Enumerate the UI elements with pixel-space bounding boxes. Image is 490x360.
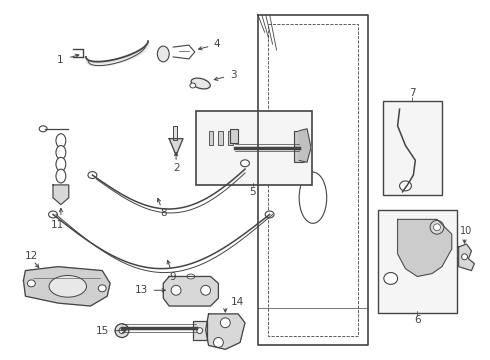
Ellipse shape — [56, 169, 66, 183]
Ellipse shape — [197, 328, 203, 334]
Polygon shape — [163, 276, 219, 306]
Ellipse shape — [56, 134, 66, 148]
Polygon shape — [459, 244, 474, 271]
Ellipse shape — [214, 338, 223, 347]
Text: 9: 9 — [170, 273, 176, 283]
Bar — [383, 101, 442, 195]
Bar — [294, 131, 304, 162]
Polygon shape — [169, 139, 183, 156]
Text: 3: 3 — [230, 69, 237, 80]
Polygon shape — [53, 185, 69, 204]
Ellipse shape — [56, 145, 66, 159]
Bar — [209, 131, 214, 145]
Ellipse shape — [187, 274, 195, 279]
Polygon shape — [299, 129, 311, 162]
Text: 14: 14 — [230, 297, 244, 307]
Text: 11: 11 — [51, 220, 65, 230]
Text: 2: 2 — [173, 163, 179, 173]
Bar — [196, 111, 312, 185]
Ellipse shape — [88, 172, 97, 179]
Ellipse shape — [384, 273, 397, 284]
Ellipse shape — [119, 328, 125, 334]
Ellipse shape — [27, 280, 35, 287]
Ellipse shape — [299, 172, 327, 223]
Ellipse shape — [430, 220, 444, 234]
Polygon shape — [397, 219, 452, 276]
Polygon shape — [24, 267, 110, 306]
Ellipse shape — [220, 318, 230, 328]
Bar — [219, 131, 223, 145]
Ellipse shape — [49, 211, 57, 218]
Polygon shape — [206, 314, 245, 349]
Ellipse shape — [462, 254, 467, 260]
Bar — [193, 321, 207, 341]
Text: 13: 13 — [135, 285, 148, 295]
Ellipse shape — [399, 181, 412, 191]
Bar — [378, 210, 457, 313]
Ellipse shape — [265, 211, 274, 218]
Bar — [173, 126, 177, 140]
Ellipse shape — [157, 46, 169, 62]
Bar — [228, 131, 233, 145]
Text: 6: 6 — [414, 315, 420, 325]
Text: 4: 4 — [213, 39, 220, 49]
Ellipse shape — [191, 78, 210, 89]
Ellipse shape — [98, 285, 106, 292]
Ellipse shape — [434, 224, 441, 231]
Ellipse shape — [171, 285, 181, 295]
Text: 5: 5 — [249, 187, 256, 197]
Bar — [230, 129, 238, 143]
Bar — [268, 24, 358, 336]
Text: 1: 1 — [56, 55, 63, 65]
Text: 7: 7 — [409, 88, 416, 98]
Text: 12: 12 — [24, 251, 38, 261]
Ellipse shape — [49, 275, 86, 297]
Ellipse shape — [201, 285, 211, 295]
Ellipse shape — [115, 324, 129, 338]
Ellipse shape — [39, 126, 47, 132]
Ellipse shape — [241, 160, 249, 167]
Text: 10: 10 — [461, 226, 473, 236]
Text: 15: 15 — [96, 326, 109, 336]
Ellipse shape — [190, 83, 196, 88]
Ellipse shape — [56, 157, 66, 171]
Text: 8: 8 — [160, 208, 167, 219]
